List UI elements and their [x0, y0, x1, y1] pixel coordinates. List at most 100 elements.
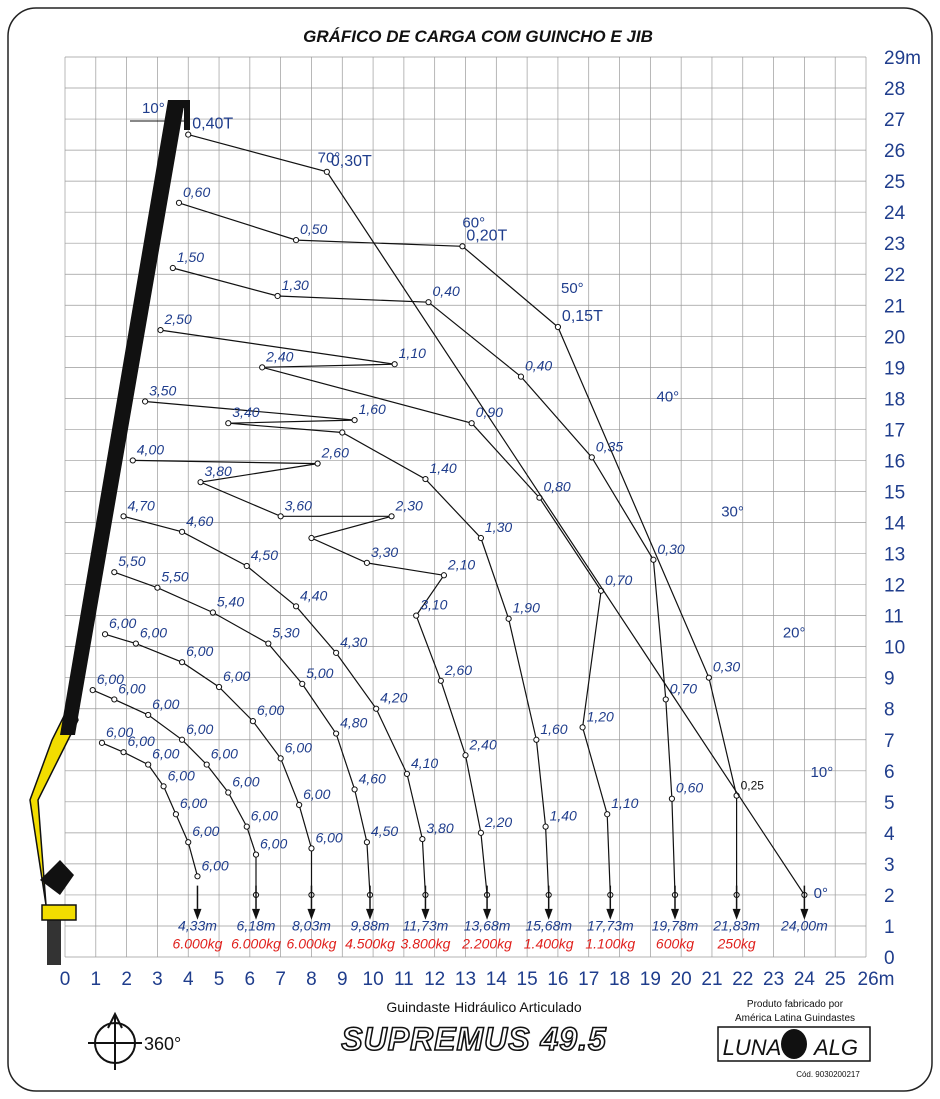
load-point [468, 420, 475, 427]
load-value-label: 0,30T [331, 153, 372, 170]
reach-arrow-icon [670, 908, 679, 920]
logo-luna-text: LUNA [723, 1035, 782, 1060]
boom-angle-label: 30° [721, 503, 744, 520]
load-point [252, 851, 260, 858]
load-value-label: 6,00 [201, 857, 228, 873]
load-point [299, 680, 306, 687]
reach-label: 4,33m [178, 918, 217, 934]
load-value-label: 6,00 [260, 836, 287, 852]
load-value-label: 2,60 [321, 445, 349, 461]
load-point [243, 823, 250, 830]
load-value-label: 6,00 [140, 625, 167, 641]
load-value-label: 6,00 [118, 680, 145, 696]
load-value-label: 1,30 [282, 277, 309, 293]
load-value-label: 6,00 [128, 733, 155, 749]
load-value-label: 0,70 [670, 680, 697, 696]
y-tick-label: 3 [884, 855, 895, 876]
load-point [129, 457, 136, 464]
y-tick-label: 14 [884, 514, 906, 535]
x-tick-label: 22 [732, 969, 753, 990]
load-value-label: 6,00 [186, 721, 213, 737]
load-point [403, 770, 411, 777]
capacity-label: 1.400kg [524, 935, 574, 951]
load-point [351, 417, 358, 424]
x-tick-label: 24 [794, 969, 816, 990]
x-tick-label: 9 [337, 969, 348, 990]
load-point [160, 783, 167, 790]
load-value-label: 6,00 [109, 615, 136, 631]
load-point [323, 168, 330, 175]
capacity-label: 3.800kg [401, 935, 451, 951]
x-tick-label: 10 [363, 969, 384, 990]
load-point [120, 749, 127, 756]
load-point [111, 696, 118, 703]
x-tick-label: 6 [245, 969, 256, 990]
load-point [292, 237, 300, 244]
load-point [588, 454, 595, 461]
load-point [172, 811, 180, 818]
reach-arrow-icon [365, 908, 374, 920]
load-value-label: 0,30 [713, 659, 740, 675]
load-value-label: 5,30 [272, 625, 299, 641]
load-value-label: 3,80 [205, 463, 232, 479]
load-point [185, 131, 192, 138]
reach-label: 13,68m [464, 918, 511, 934]
load-value-label: 0,80 [543, 479, 570, 495]
load-point [215, 683, 223, 691]
load-point [197, 479, 204, 486]
load-value-label: 0,60 [676, 780, 703, 796]
load-point [425, 299, 432, 306]
crane-base [47, 920, 61, 965]
load-point [505, 615, 512, 622]
load-point [225, 789, 232, 796]
model-logo: SUPREMUS 49.5 [341, 1021, 607, 1057]
reach-label: 8,03m [292, 918, 331, 934]
load-value-label: 6,00 [211, 746, 238, 762]
y-tick-label: 21 [884, 296, 905, 317]
load-value-label: 2,20 [484, 814, 512, 830]
load-value-label: 3,60 [285, 497, 312, 513]
load-value-label: 2,40 [469, 736, 497, 752]
load-point [157, 327, 164, 334]
maker-line-2: América Latina Guindastes [735, 1013, 855, 1024]
load-point [440, 572, 448, 579]
load-point [459, 243, 466, 250]
load-value-label: 4,70 [128, 497, 155, 513]
load-point [292, 603, 300, 610]
reach-label: 17,73m [587, 918, 634, 934]
y-tick-label: 16 [884, 451, 905, 472]
load-point [477, 534, 485, 542]
load-point [111, 569, 118, 576]
load-point [265, 640, 272, 647]
load-point [477, 829, 485, 836]
reach-label: 21,83m [712, 918, 760, 934]
x-tick-label: 8 [306, 969, 317, 990]
load-point [259, 364, 266, 371]
boom-angle-label: 0° [814, 885, 828, 902]
load-curve-series: 5,50 5,50 5,40 5,30 5,00 4,80 4,60 4,50 9,88m4.5… [111, 553, 398, 951]
load-value-label: 3,10 [420, 597, 447, 613]
x-tick-label: 13 [455, 969, 476, 990]
y-axis-ticks: 0123456789101112131415161718192021222324… [884, 48, 921, 969]
load-point [142, 398, 149, 405]
load-point [542, 823, 549, 830]
x-tick-label: 19 [640, 969, 661, 990]
load-point [339, 429, 346, 436]
load-value-label: 6,00 [186, 643, 213, 659]
reach-label: 19,78m [652, 918, 699, 934]
reach-arrow-icon [252, 908, 261, 920]
y-tick-label: 5 [884, 793, 895, 814]
reach-label: 11,73m [403, 918, 449, 934]
load-point [662, 696, 669, 703]
load-point [422, 475, 429, 483]
load-value-label: 6,00 [152, 696, 179, 712]
y-tick-label: 26 [884, 141, 905, 162]
load-curve-line [145, 400, 550, 895]
logo-alg-text: ALG [812, 1035, 858, 1060]
y-tick-label: 4 [884, 824, 895, 845]
capacity-label: 2.200kg [461, 935, 512, 951]
reach-arrow-icon [544, 908, 553, 920]
chart-grid [64, 56, 867, 958]
x-axis-ticks: 0 1 2 3 4 5 6 7 8 9 10 11 12 13 14 15 16 17 18 19 20 21 22 23 24… [60, 969, 895, 990]
y-tick-label: 17 [884, 420, 905, 441]
